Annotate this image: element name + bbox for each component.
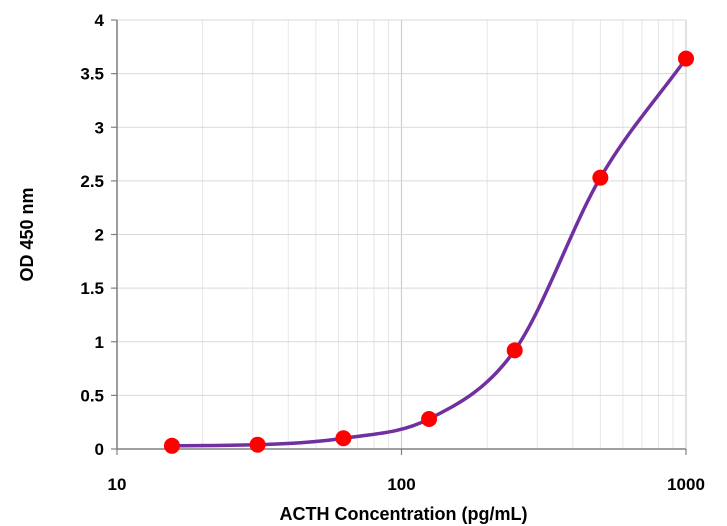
y-axis-title: OD 450 nm [17, 187, 37, 281]
y-tick-labels: 0 0.5 1 1.5 2 2.5 3 3.5 4 [80, 11, 104, 459]
grid [116, 19, 687, 450]
y-tick-label: 0 [95, 440, 104, 459]
data-point [249, 436, 266, 453]
x-tick-label: 10 [108, 475, 127, 494]
y-tick-label: 0.5 [80, 386, 104, 405]
data-point [592, 169, 609, 186]
y-tick-label: 1.5 [80, 279, 104, 298]
data-point [678, 50, 694, 67]
data-point [163, 437, 180, 454]
fit-curve [170, 56, 688, 448]
y-tick-label: 2 [95, 226, 104, 245]
x-axis-title: ACTH Concentration (pg/mL) [280, 504, 528, 524]
data-points [163, 50, 694, 454]
y-tick-label: 3 [95, 118, 104, 137]
y-tick-label: 2.5 [80, 172, 104, 191]
y-tick-label: 1 [95, 333, 104, 352]
x-tick-label: 1000 [667, 475, 705, 494]
data-point [421, 410, 438, 427]
x-tick-label: 100 [387, 475, 415, 494]
data-point [506, 342, 523, 359]
y-tick-label: 3.5 [80, 65, 104, 84]
y-tick-label: 4 [95, 11, 105, 30]
x-tick-labels: 10 100 1000 [108, 475, 705, 494]
data-point [335, 430, 352, 447]
axes [111, 19, 687, 455]
